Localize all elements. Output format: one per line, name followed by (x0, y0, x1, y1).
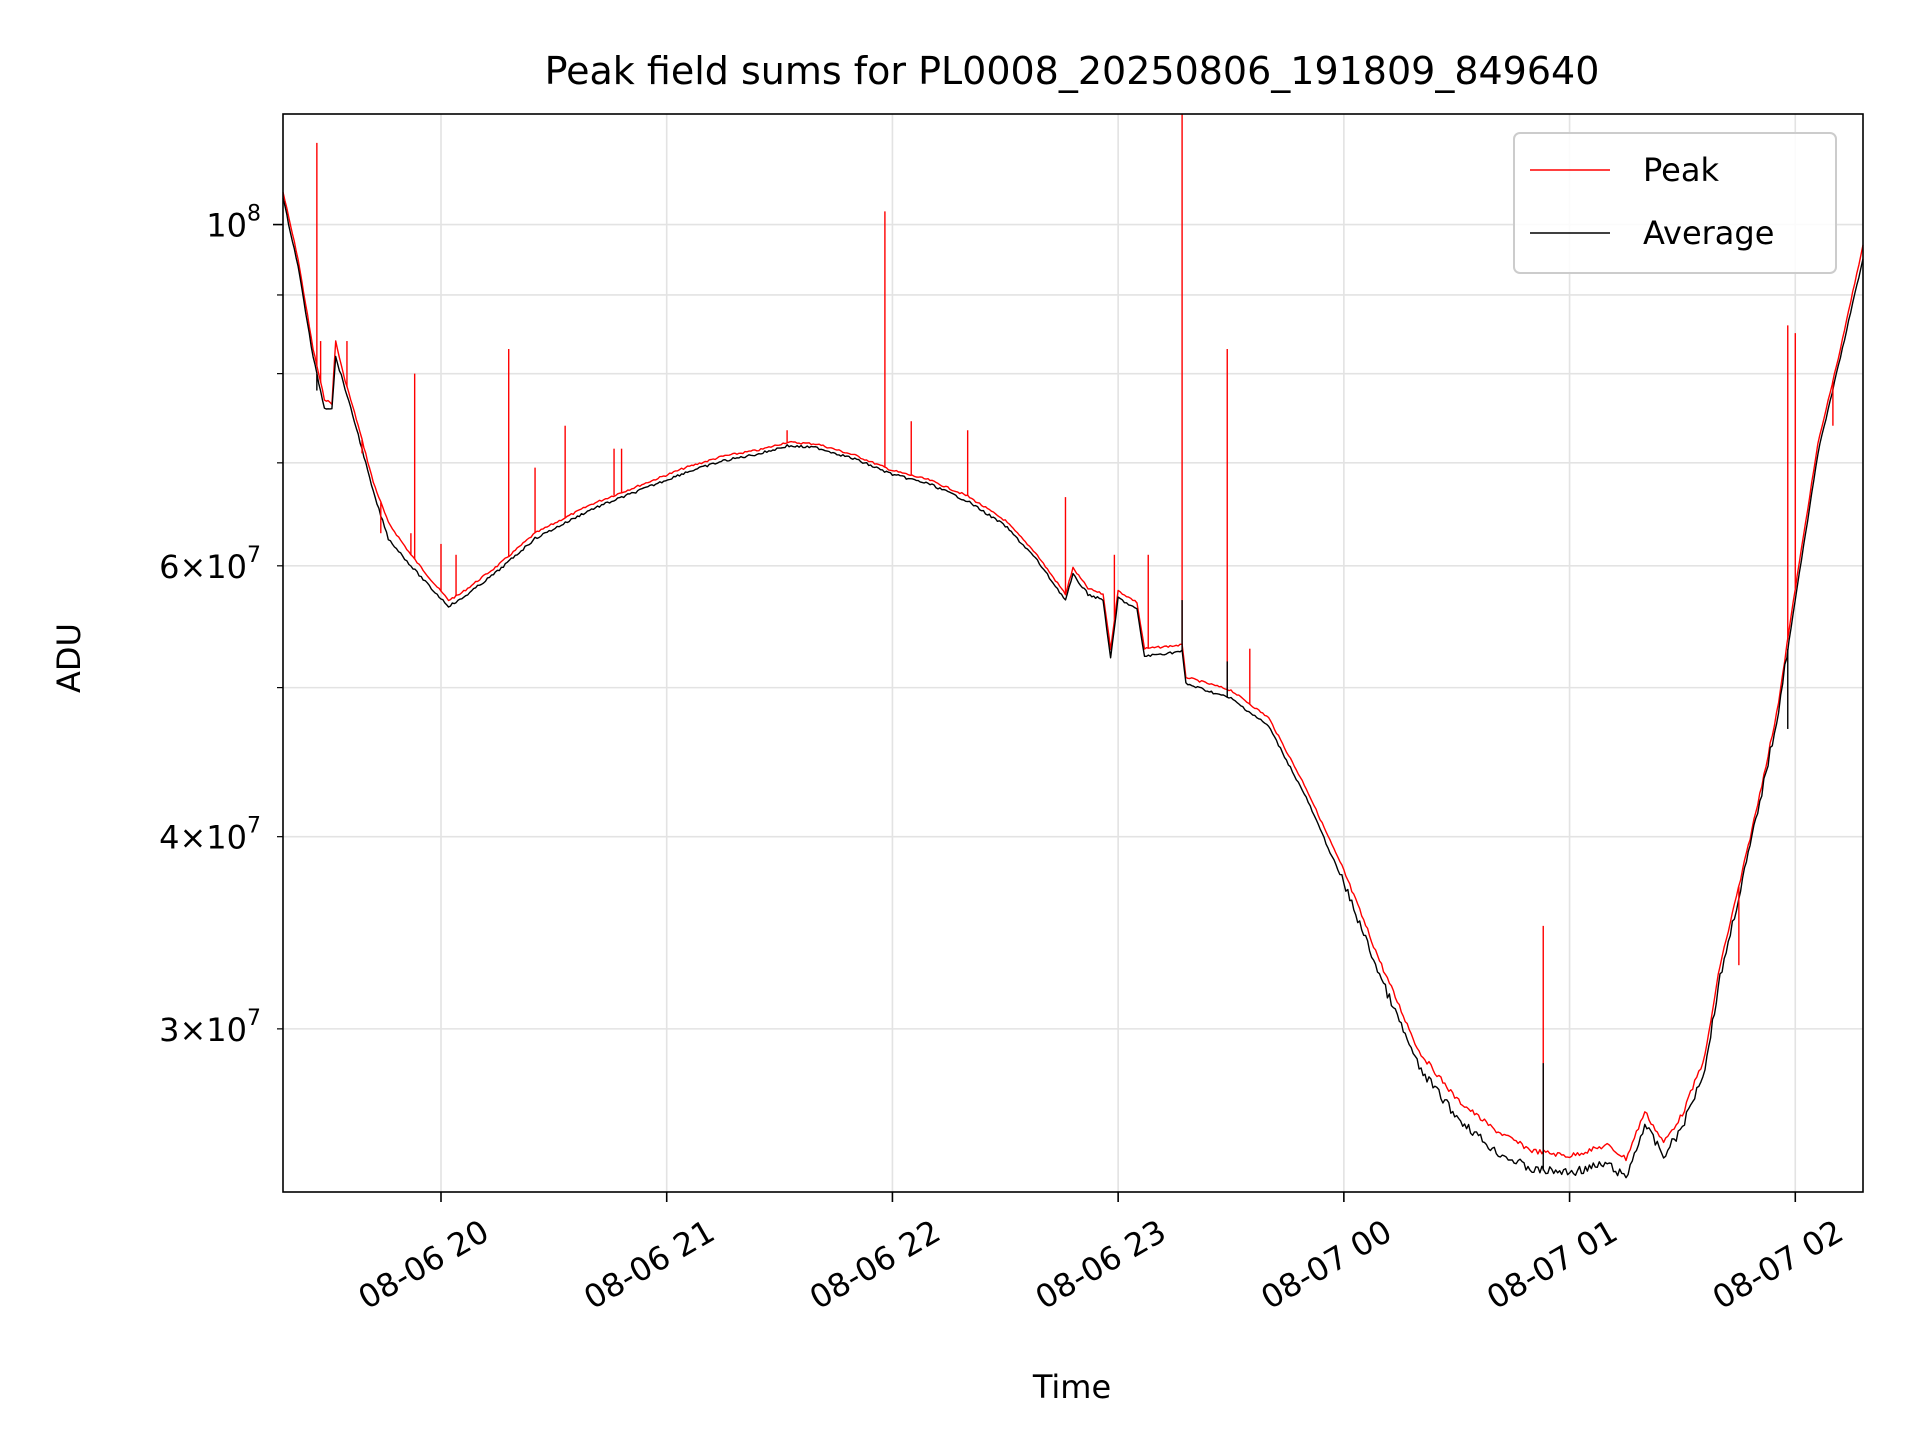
y-tick-label: 108 (206, 202, 261, 245)
y-tick-label-exponent: 8 (247, 202, 261, 227)
legend: Peak Average (1513, 132, 1837, 274)
y-tick-label-base: 10 (206, 819, 247, 857)
grid (283, 114, 1863, 1192)
y-axis-label: ADU (50, 623, 88, 693)
legend-label-peak: Peak (1643, 151, 1719, 189)
y-tick-label-base: 10 (206, 207, 247, 245)
y-tick-label-base: 10 (206, 548, 247, 586)
y-tick-label: 6×107 (159, 543, 261, 586)
y-tick-label: 3×107 (159, 1006, 261, 1049)
y-tick-label-coef: 3 (159, 1011, 179, 1049)
legend-label-average: Average (1643, 214, 1774, 252)
y-tick-label-times: × (179, 1011, 206, 1049)
y-tick-label-coef: 4 (159, 819, 179, 857)
y-tick-label-times: × (179, 548, 206, 586)
series-line-peak (282, 191, 1864, 1162)
plot-area (282, 114, 1864, 1179)
series-line-average (282, 198, 1864, 1179)
x-axis-label: Time (1032, 1368, 1111, 1406)
y-tick-label-exponent: 7 (247, 1006, 261, 1031)
y-tick-label-times: × (179, 819, 206, 857)
axes-frame (282, 113, 1864, 1193)
y-tick-label-exponent: 7 (247, 543, 261, 568)
chart-title: Peak field sums for PL0008_20250806_1918… (545, 49, 1600, 93)
y-tick-label-coef: 6 (159, 548, 179, 586)
y-tick-label-exponent: 7 (247, 814, 261, 839)
y-tick-label-base: 10 (206, 1011, 247, 1049)
y-tick-label: 4×107 (159, 814, 261, 857)
legend-box (1513, 132, 1837, 274)
